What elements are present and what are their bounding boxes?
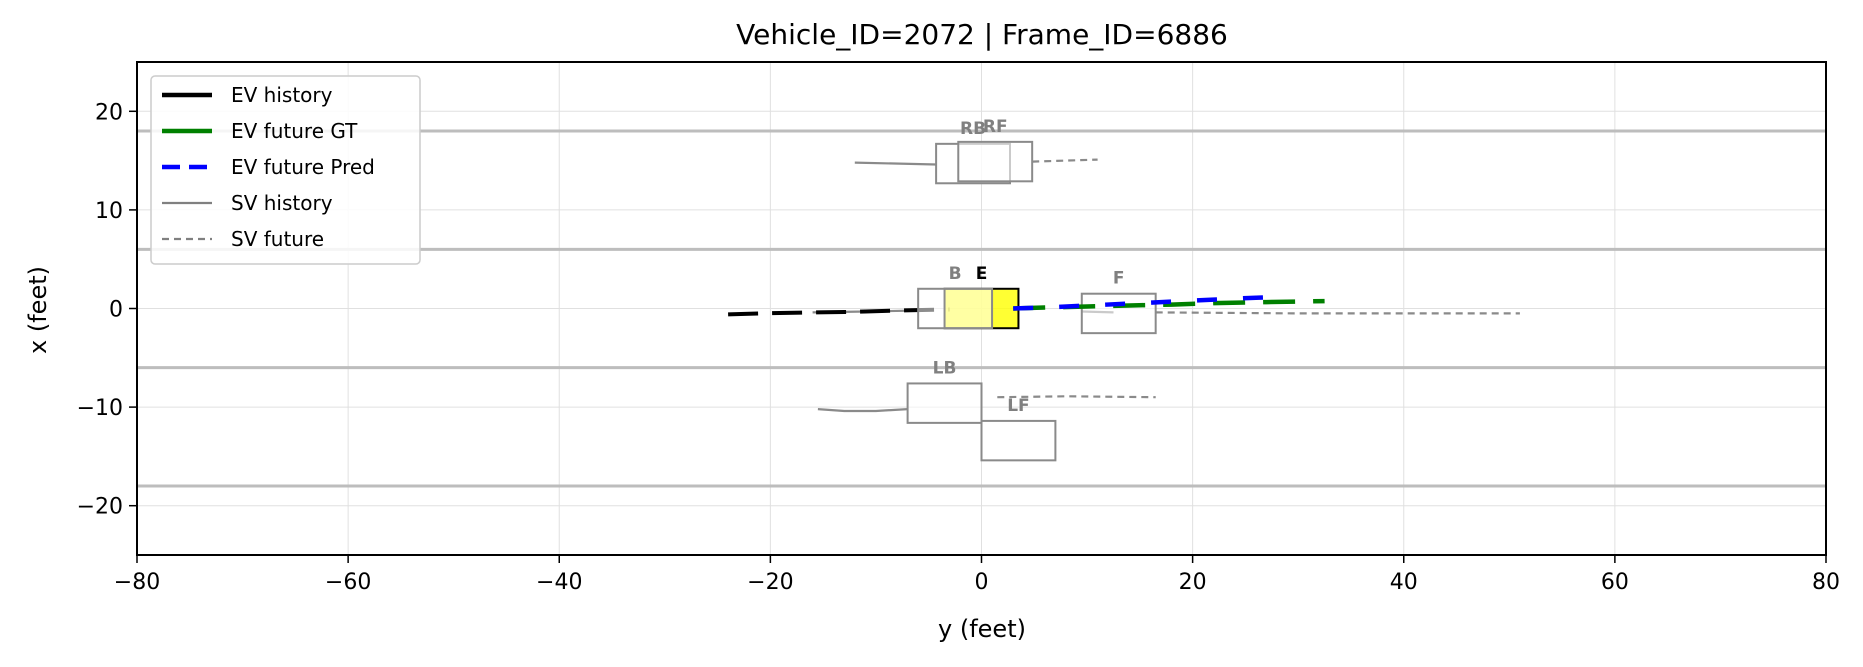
sv-vehicle-box (917, 287, 994, 330)
y-tick-label: 10 (95, 199, 123, 224)
ev-future-pred-line (1013, 294, 1288, 311)
legend-label: EV future Pred (231, 155, 375, 179)
chart-title: Vehicle_ID=2072 | Frame_ID=6886 (736, 18, 1228, 51)
sv-vehicle-box (957, 140, 1034, 183)
sv-vehicle-label: LF (1007, 396, 1029, 416)
sv-vehicle-label: F (1113, 269, 1125, 289)
y-tick-label: −10 (77, 396, 123, 421)
legend-label: SV future (231, 227, 324, 251)
legend: EV history EV future GT EV future Pred SV h… (150, 75, 421, 265)
x-tick-label: 0 (975, 570, 989, 595)
x-tick-label: 80 (1812, 570, 1840, 595)
x-tick-label: −40 (536, 570, 582, 595)
ev-history-line (728, 307, 950, 317)
sv-vehicle-box (1080, 292, 1157, 335)
y-axis-label: x (feet) (24, 266, 52, 354)
legend-label: EV future GT (231, 119, 358, 143)
x-tick-label: 60 (1601, 570, 1629, 595)
x-tick-label: −20 (747, 570, 793, 595)
sv-vehicle-box (980, 419, 1057, 462)
ego-vehicle-label: E (976, 264, 988, 284)
sv-history-line (854, 161, 937, 166)
x-axis-label: y (feet) (938, 615, 1026, 643)
sv-vehicle-label: RF (983, 117, 1008, 137)
sv-vehicle-label: LB (933, 358, 957, 378)
legend-box (150, 75, 421, 265)
legend-label: EV history (231, 83, 333, 107)
y-tick-label: 20 (95, 100, 123, 125)
sv-vehicle-label: RB (960, 119, 986, 139)
x-tick-label: −80 (114, 570, 160, 595)
sv-future-line (1155, 311, 1520, 315)
x-tick-label: 20 (1179, 570, 1207, 595)
sv-history-line (817, 408, 908, 413)
sv-vehicle-box (906, 382, 983, 424)
legend-label: SV history (231, 191, 333, 215)
x-tick-label: −60 (325, 570, 371, 595)
sv-vehicle-label: B (949, 264, 962, 284)
x-tick-label: 40 (1390, 570, 1418, 595)
sv-future-line (1032, 158, 1098, 163)
y-tick-label: 0 (109, 298, 123, 323)
y-tick-label: −20 (77, 495, 123, 520)
